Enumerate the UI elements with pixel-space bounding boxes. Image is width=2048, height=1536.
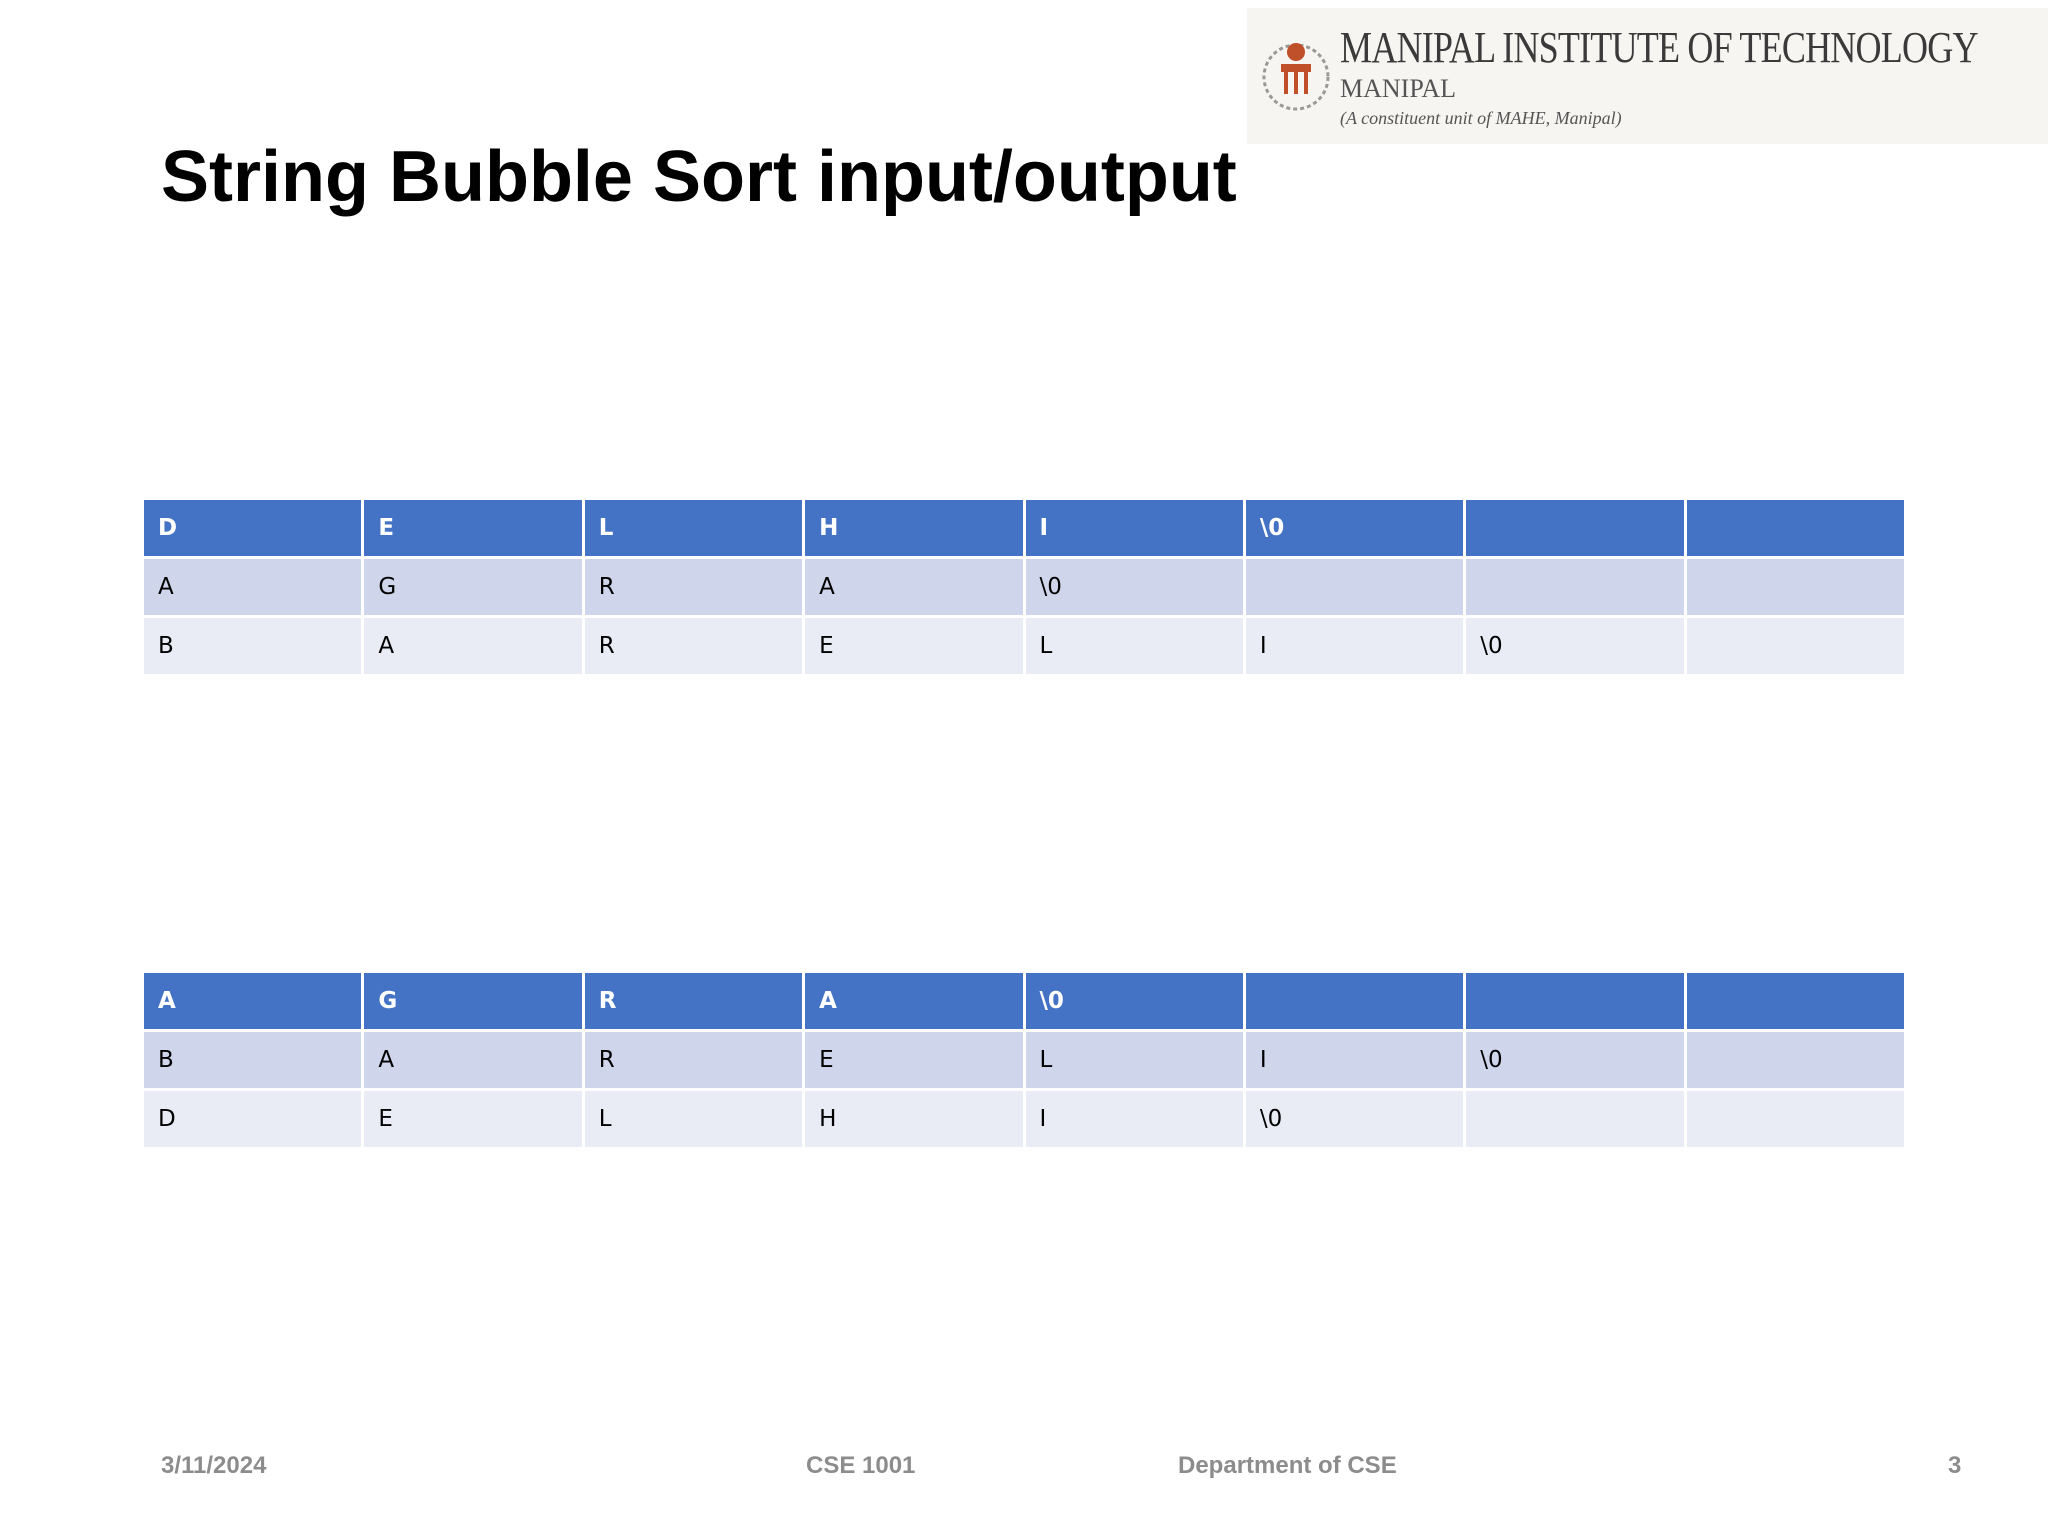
table-row: A G R A \0 [140,970,1908,1032]
string-table: D E L H I \0 A G R A \0 B A R E L I \0 [140,497,1908,677]
table-cell: \0 [1022,556,1246,618]
table-cell [1242,556,1467,618]
table-cell: \0 [1022,970,1246,1032]
table-cell [1683,615,1908,677]
table-cell: A [361,615,585,677]
logo: MANIPAL INSTITUTE OF TECHNOLOGY MANIPAL … [1247,8,2048,144]
table-cell [1683,556,1908,618]
table-cell [1463,497,1687,559]
table-cell: R [581,1029,806,1091]
table-cell: I [1242,615,1467,677]
table-cell: R [581,615,806,677]
table-cell: R [581,970,806,1032]
table-cell: A [802,556,1026,618]
table-cell: L [581,497,806,559]
table-cell: H [802,497,1026,559]
table-cell: H [802,1088,1026,1150]
table-cell [1242,970,1467,1032]
table-cell: L [581,1088,806,1150]
table-cell: \0 [1463,1029,1687,1091]
table-row: A G R A \0 [140,556,1908,618]
footer-department: Department of CSE [1178,1452,1397,1479]
table-row: D E L H I \0 [140,497,1908,559]
table-cell [1683,1029,1908,1091]
slide-title: String Bubble Sort input/output [161,137,1237,217]
table-cell: D [140,1088,365,1150]
table-cell: E [361,497,585,559]
table-cell [1683,497,1908,559]
table-cell [1683,1088,1908,1150]
table-cell: R [581,556,806,618]
table-cell: A [361,1029,585,1091]
table-cell: D [140,497,365,559]
table-row: D E L H I \0 [140,1088,1908,1150]
table-row: B A R E L I \0 [140,615,1908,677]
table-cell: L [1022,1029,1246,1091]
table-cell: E [802,615,1026,677]
table-cell: G [361,970,585,1032]
table-cell: I [1022,1088,1246,1150]
institute-name: MANIPAL INSTITUTE OF TECHNOLOGY [1340,23,1979,72]
footer-date: 3/11/2024 [161,1452,267,1479]
table-cell: \0 [1242,1088,1467,1150]
table-cell: B [140,1029,365,1091]
institute-place: MANIPAL [1340,74,1457,103]
table-cell: B [140,615,365,677]
table-cell: A [802,970,1026,1032]
table-cell: \0 [1463,615,1687,677]
table-cell [1463,1088,1687,1150]
table-row: B A R E L I \0 [140,1029,1908,1091]
table-cell: I [1242,1029,1467,1091]
string-table: A G R A \0 B A R E L I \0 D E L H I \0 [140,970,1908,1150]
footer-course: CSE 1001 [806,1452,916,1479]
table-cell: E [361,1088,585,1150]
footer-page: 3 [1948,1452,1962,1479]
emblem [1262,43,1330,111]
table-cell [1683,970,1908,1032]
table-cell: I [1022,497,1246,559]
table-cell [1463,556,1687,618]
table-cell: L [1022,615,1246,677]
table-cell: G [361,556,585,618]
table-cell: A [140,970,365,1032]
institute-note: (A constituent unit of MAHE, Manipal) [1340,108,1622,128]
table-cell: E [802,1029,1026,1091]
table-cell [1463,970,1687,1032]
table-cell: A [140,556,365,618]
table-cell: \0 [1242,497,1467,559]
